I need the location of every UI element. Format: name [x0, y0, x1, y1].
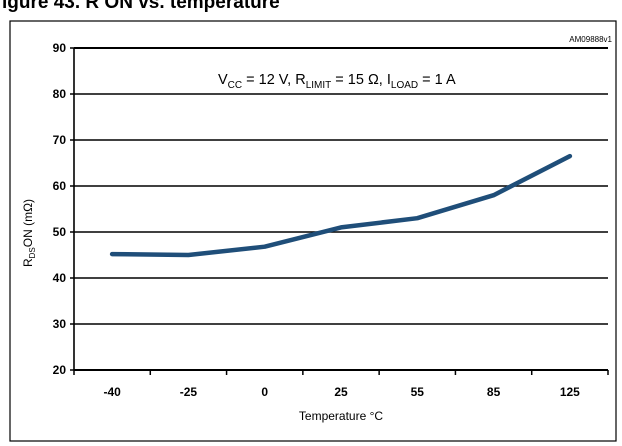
x-tick-label: 125 — [560, 385, 580, 399]
x-tick-label: -40 — [103, 385, 121, 399]
series-layer — [109, 153, 573, 258]
x-tick-label: -25 — [180, 385, 198, 399]
y-tick-label: 80 — [53, 87, 67, 101]
y-tick-label: 70 — [53, 133, 67, 147]
y-tick-label: 90 — [53, 41, 67, 55]
y-axis-label: RDSON (mΩ) — [21, 199, 37, 267]
x-tick-label: 85 — [487, 385, 501, 399]
y-tick-label: 40 — [53, 271, 67, 285]
y-tick-label: 30 — [53, 317, 67, 331]
x-tick-label: 55 — [411, 385, 425, 399]
y-tick-label: 60 — [53, 179, 67, 193]
y-tick-label: 50 — [53, 225, 67, 239]
tick-labels: 20 30 40 50 60 70 80 90 -40 -25 0 25 55 85 125 — [53, 41, 581, 399]
y-tick-label: 20 — [53, 363, 67, 377]
figure-heading: igure 43. R ON vs. temperature — [2, 0, 280, 13]
conditions-annotation: VCC = 12 V, RLIMIT = 15 Ω, ILOAD = 1 A — [218, 72, 456, 91]
grid-lines — [74, 47, 608, 371]
x-tick-label: 25 — [334, 385, 348, 399]
figure-code: AM09888v1 — [569, 35, 612, 44]
x-tick-label: 0 — [261, 385, 268, 399]
axes — [70, 47, 609, 375]
x-axis-label: Temperature °C — [299, 409, 383, 423]
series-line — [109, 153, 573, 258]
chart-frame — [9, 20, 617, 442]
